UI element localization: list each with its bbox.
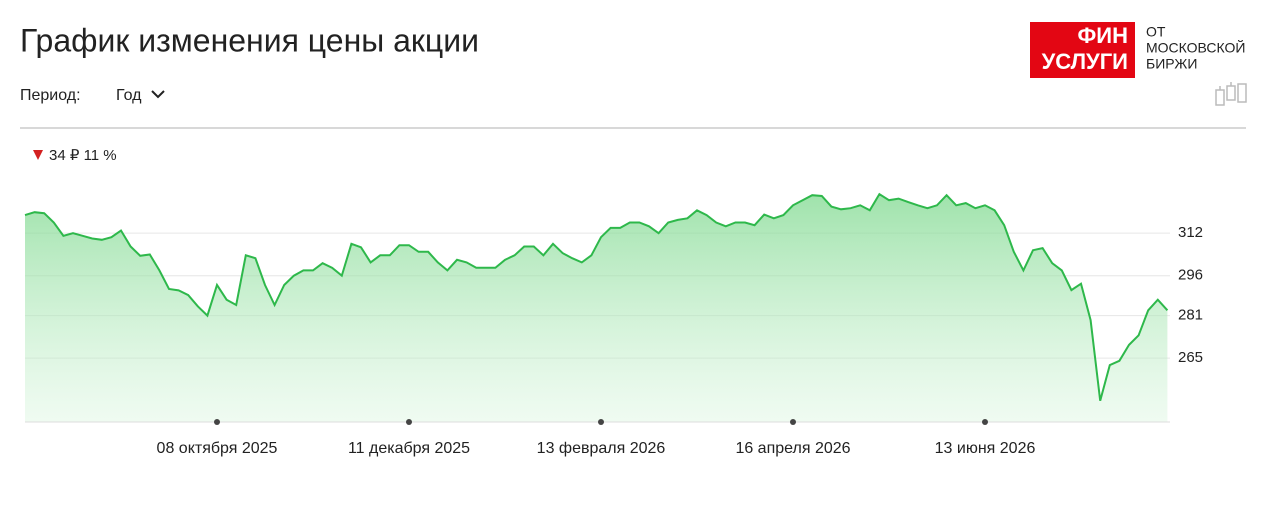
period-select[interactable]: Год xyxy=(116,87,142,104)
period-label: Период: xyxy=(20,87,81,104)
area xyxy=(25,194,1168,422)
y-tick-label: 296 xyxy=(1178,267,1203,284)
x-tick-label: 11 декабря 2025 xyxy=(348,440,470,457)
logo-mark: ФИН xyxy=(1078,23,1128,48)
x-tick-label: 13 июня 2026 xyxy=(935,440,1036,457)
x-tick-label: 08 октября 2025 xyxy=(157,440,278,457)
chart-type-icon[interactable] xyxy=(1215,82,1247,106)
logo-text: БИРЖИ xyxy=(1146,56,1197,72)
line xyxy=(24,192,1169,401)
chevron[interactable] xyxy=(151,90,165,99)
x-tick-dot xyxy=(406,419,412,425)
y-tick-label: 265 xyxy=(1178,349,1203,366)
logo-text: МОСКОВСКОЙ xyxy=(1146,39,1245,56)
x-tick-dot xyxy=(790,419,796,425)
x-tick-label: 13 февраля 2026 xyxy=(537,440,666,457)
x-tick-dot xyxy=(598,419,604,425)
logo-box xyxy=(1030,22,1135,78)
x-tick-dot xyxy=(214,419,220,425)
logo-mark: УСЛУГИ xyxy=(1042,49,1128,74)
y-tick-label: 281 xyxy=(1178,307,1203,324)
y-tick-label: 312 xyxy=(1178,224,1203,241)
logo-text: ОТ xyxy=(1146,24,1166,40)
x-tick-dot xyxy=(982,419,988,425)
page-title: График изменения цены акции xyxy=(20,22,479,58)
down-arrow xyxy=(33,150,43,160)
x-tick-label: 16 апреля 2026 xyxy=(735,440,850,457)
change-label: 34 ₽ 11 % xyxy=(49,147,117,164)
